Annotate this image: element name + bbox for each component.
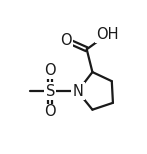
Text: N: N [72, 84, 83, 99]
Text: O: O [60, 33, 72, 48]
Text: O: O [44, 104, 56, 120]
Text: O: O [44, 63, 56, 78]
Text: OH: OH [96, 27, 118, 42]
Text: S: S [46, 84, 55, 99]
